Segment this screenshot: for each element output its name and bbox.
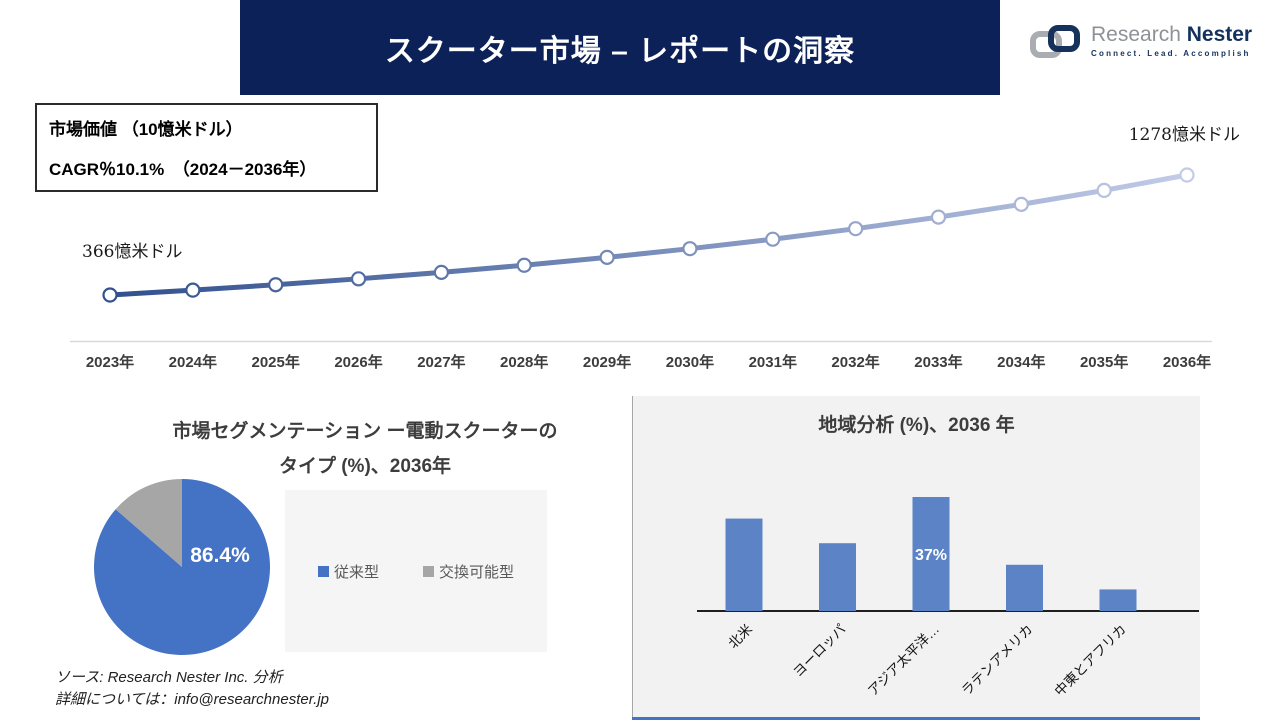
line-point (268, 277, 284, 293)
bar-category-label: ヨーロッパ (790, 622, 848, 680)
pie-slice-1 (115, 479, 182, 567)
page-title: スクーター市場 – レポートの洞察 (384, 34, 856, 68)
header-banner: スクーター市場 – レポートの洞察 (240, 0, 1000, 95)
bar-4 (1099, 589, 1137, 611)
bar-2 (912, 497, 950, 611)
bar-category-label: 北米 (725, 621, 755, 651)
year-label: 2030年 (666, 353, 714, 371)
line-point (102, 287, 118, 303)
segmentation-pie-chart: 86.4% (94, 479, 271, 655)
legend-label-swappable: 交換可能型 (439, 563, 515, 581)
bar-category-label: ラテンアメリカ (959, 622, 1036, 699)
year-label: 2024年 (169, 353, 217, 371)
market-value-box: 市場価値 （10憶米ドル） CAGR％10.1% （2024－2036年） (35, 103, 378, 192)
legend-item-swappable: 交換可能型 (423, 561, 514, 582)
line-point (350, 271, 367, 287)
cagr-line: CAGR％10.1% （2024－2036年） (49, 160, 317, 179)
line-point (433, 264, 449, 280)
pie-title-line1: 市場セグメンテーション ー電動スクーターの (172, 421, 558, 442)
line-point (1096, 182, 1112, 198)
regional-bar-chart: 北米 ヨーロッパ アジア太平洋… 37% ラテンアメリカ 中東とアフリカ (697, 497, 1199, 699)
year-label: 2035年 (1080, 353, 1128, 371)
pie-title-line2: タイプ (%)、2036年 (278, 456, 452, 477)
year-label: 2028年 (500, 353, 548, 371)
year-label: 2033年 (914, 353, 962, 371)
regional-analysis-panel: 北米 ヨーロッパ アジア太平洋… 37% ラテンアメリカ 中東とアフリカ 地域分析 (%)… (632, 396, 1200, 720)
logo-text: Research Nester Connect. Lead. Accomplis… (1091, 20, 1252, 59)
market-value-line: 市場価値 （10憶米ドル） (49, 120, 243, 139)
year-label: 2023年 (86, 353, 134, 371)
panel-bottom-accent-line (632, 717, 1200, 720)
contact-line: 詳細については：info@researchnester.jp (55, 691, 329, 708)
year-label: 2031年 (749, 353, 797, 371)
brand-logo: Research Nester Connect. Lead. Accomplis… (1028, 20, 1270, 64)
x-axis-year-labels: 2023年 2024年 2025年 2026年 2027年 2028年 2029年 2030年… (86, 353, 1211, 371)
pie-slice-0 (94, 479, 271, 655)
line-point (1179, 167, 1195, 183)
logo-name-nester: Nester (1186, 23, 1253, 46)
bar-value-label: 37% (915, 547, 947, 564)
year-label: 2025年 (252, 353, 300, 371)
line-point (848, 221, 864, 237)
year-label: 2032年 (831, 353, 879, 371)
legend-label-conventional: 従来型 (333, 563, 379, 581)
end-value-label: 1278憶米ドル (1129, 125, 1240, 145)
bar-0 (725, 518, 763, 611)
year-label: 2027年 (417, 353, 465, 371)
legend-swatch-swappable (423, 565, 434, 577)
logo-name: Research Nester (1091, 24, 1252, 46)
legend-swatch-conventional (317, 565, 329, 577)
line-point (516, 257, 532, 273)
bar-3 (1006, 564, 1043, 611)
bar-category-label: アジア太平洋… (865, 622, 942, 699)
pie-data-label: 86.4% (190, 544, 250, 567)
start-value-label: 366憶米ドル (82, 242, 182, 262)
line-point (185, 282, 201, 298)
logo-name-research: Research (1091, 23, 1181, 46)
bar-1 (819, 543, 856, 611)
line-point (599, 249, 615, 265)
year-label: 2036年 (1163, 353, 1211, 371)
footer-source: ソース: Research Nester Inc. 分析 詳細については：inf… (55, 667, 329, 711)
trend-line (109, 172, 1188, 298)
line-point (682, 241, 698, 257)
market-value-line-chart: 2023年 2024年 2025年 2026年 2027年 2028年 2029年 2030年… (70, 125, 1240, 371)
year-label: 2034年 (997, 353, 1045, 371)
source-line: ソース: Research Nester Inc. 分析 (55, 669, 283, 686)
line-point (930, 209, 947, 225)
regional-chart-title: 地域分析 (%)、2036 年 (818, 415, 1015, 436)
year-label: 2026年 (334, 353, 382, 371)
pie-chart-title: 市場セグメンテーション ー電動スクーターの タイプ (%)、2036年 (65, 414, 665, 484)
pie-legend: 従来型 交換可能型 (285, 490, 547, 652)
logo-tagline: Connect. Lead. Accomplish (1091, 49, 1251, 58)
pie-slices (94, 479, 271, 655)
line-point (765, 231, 781, 247)
legend-item-conventional: 従来型 (317, 561, 379, 582)
line-series (102, 167, 1195, 303)
line-point (1013, 196, 1029, 212)
bar-category-label: 中東とアフリカ (1052, 622, 1129, 699)
chain-links-icon (1030, 25, 1080, 58)
year-label: 2029年 (583, 353, 631, 371)
